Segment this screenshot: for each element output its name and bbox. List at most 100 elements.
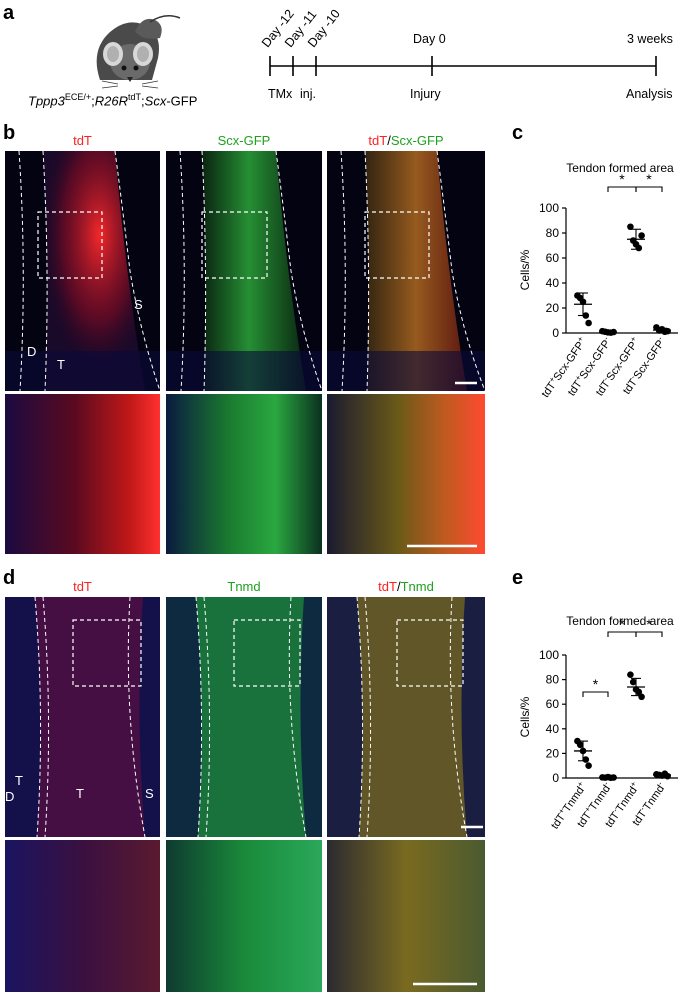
genotype-g2-sup: tdT [128, 92, 142, 102]
chart-e-ytick-label: 0 [552, 771, 559, 785]
chart-e-ytick-label: 60 [546, 697, 560, 711]
chart-e-point [627, 671, 634, 678]
channel-label-merge-d: tdT/Tnmd [327, 579, 485, 594]
merge-d-red-part: tdT [378, 579, 397, 594]
chart-c-ytick-label: 40 [546, 276, 560, 290]
chart-e-ytick-label: 100 [539, 648, 559, 662]
region-label-t1: T [15, 773, 23, 788]
micrograph-scx-overview [166, 151, 322, 391]
panel-d-label: d [3, 567, 16, 589]
chart-c-category-s1: + [573, 373, 583, 382]
chart-c-ytick-label: 100 [539, 201, 559, 215]
chart-c-category-s2: - [655, 334, 664, 342]
region-label-t2: T [76, 786, 84, 801]
region-label-d-d: D [5, 789, 15, 804]
timeline-tick-3-weeks: 3 weeks [627, 32, 673, 46]
chart-e-ytick-label: 40 [546, 722, 560, 736]
micrograph-tnmd-zoom [166, 840, 322, 992]
micrograph-scx-zoom [166, 394, 322, 554]
chart-c-point [585, 319, 592, 327]
channel-label-tnmd: Tnmd [227, 579, 261, 594]
chart-c-category-s1: + [547, 375, 557, 384]
merge-d-slash: / [396, 579, 401, 594]
chart-e-category-s1: + [582, 804, 592, 813]
chart-e-point [635, 688, 643, 696]
chart-c-ytick-label: 20 [546, 301, 560, 315]
chart-e-category-base: tdT [549, 811, 568, 831]
micrograph-tdt-d-zoom [5, 840, 160, 992]
chart-e-significance-bracket [607, 631, 637, 637]
chart-e-category-s2: - [655, 779, 664, 787]
chart-c-point [664, 327, 671, 335]
chart-e-significance-bracket [635, 631, 663, 637]
chart-c-ylabel: Cells/% [518, 249, 532, 290]
genotype-g1: Tppp3 [28, 93, 65, 109]
genotype-g3: Scx [144, 93, 167, 109]
chart-c-category-s2: + [575, 334, 585, 343]
merge-red-part: tdT [368, 133, 388, 148]
genotype-sep1: ; [91, 93, 95, 109]
panel-c-label: c [512, 122, 524, 144]
panel-b-label: b [3, 122, 16, 144]
chart-e-category-s2: + [628, 779, 638, 788]
chart-e-category-s2: - [601, 779, 610, 787]
micrograph-tnmd-overview [166, 597, 322, 837]
chart-c-category-s1: - [628, 373, 637, 381]
region-label-t: T [57, 357, 65, 372]
chart-e-category-mid: Tnmd [587, 783, 613, 813]
chart-e-category-s2: + [575, 779, 585, 788]
chart-e-point [638, 693, 645, 701]
micrograph-tdt-d-overview: T D T S [5, 597, 160, 837]
timeline-label-tmx: TMx [268, 87, 293, 101]
mouse-icon [96, 15, 181, 89]
micrograph-merge-overview [327, 151, 485, 391]
micrograph-tdt-overview: S D T [5, 151, 160, 391]
chart-e: Tendon formed area Cells/% 0 20 40 60 80 100 t… [518, 614, 678, 831]
chart-c-title: Tendon formed area [566, 161, 674, 175]
channel-label-tdt-d: tdT [73, 579, 92, 594]
chart-e-significance-star: * [619, 616, 625, 632]
channel-label-merge: tdT/Scx-GFP [327, 133, 485, 148]
chart-e-category-s1: - [637, 804, 646, 812]
chart-e-significance-star: * [593, 676, 599, 692]
chart-c-significance-bracket [635, 186, 663, 192]
panel-a-label: a [3, 2, 15, 24]
channel-label-tdt: tdT [73, 133, 92, 148]
channel-label-scx-gfp: Scx-GFP [217, 133, 271, 148]
chart-e-ytick-label: 80 [546, 673, 560, 687]
timeline-axis [269, 56, 657, 76]
chart-e-category-mid: Tnmd [614, 785, 640, 815]
merge-slash: / [387, 133, 391, 148]
chart-c-category-s2: + [628, 334, 638, 343]
chart-c: Tendon formed area Cells/% 0 20 40 60 80 100 t… [518, 161, 678, 400]
chart-c-ytick-label: 80 [546, 226, 560, 240]
genotype-g3-suffix: -GFP [166, 93, 198, 109]
timeline-label-analysis: Analysis [626, 87, 673, 101]
chart-e-ytick-label: 20 [546, 746, 560, 760]
timeline-label-injury: Injury [410, 87, 441, 101]
micrograph-tdt-zoom [5, 394, 160, 554]
chart-c-significance-bracket [607, 186, 637, 192]
chart-c-point [638, 232, 645, 239]
chart-e-category-base: tdT [575, 810, 594, 830]
chart-c-category-s2: - [601, 334, 610, 342]
chart-e-category-mid: Tnmd [641, 783, 667, 813]
genotype-g2: R26R [94, 93, 129, 109]
genotype-sep2: ; [141, 93, 145, 109]
panel-e-label: e [512, 567, 524, 589]
chart-e-category-s1: - [610, 806, 619, 814]
micrograph-merge-zoom [327, 394, 485, 554]
chart-c-significance-star: * [646, 171, 652, 187]
genotype-g1-sup: ECE/+ [64, 92, 92, 102]
timeline-label-inj: inj. [300, 87, 316, 101]
region-label-s: S [134, 297, 143, 312]
merge-green-part: Scx-GFP [390, 133, 444, 148]
chart-e-point [629, 678, 637, 686]
micrograph-merge-d-overview [327, 597, 485, 837]
region-label-s-d: S [145, 786, 154, 801]
chart-e-significance-star: * [646, 616, 652, 632]
chart-e-point [576, 741, 584, 749]
chart-e-category-s1: + [556, 806, 566, 815]
chart-c-ytick-label: 60 [546, 251, 560, 265]
chart-e-point [585, 762, 592, 769]
